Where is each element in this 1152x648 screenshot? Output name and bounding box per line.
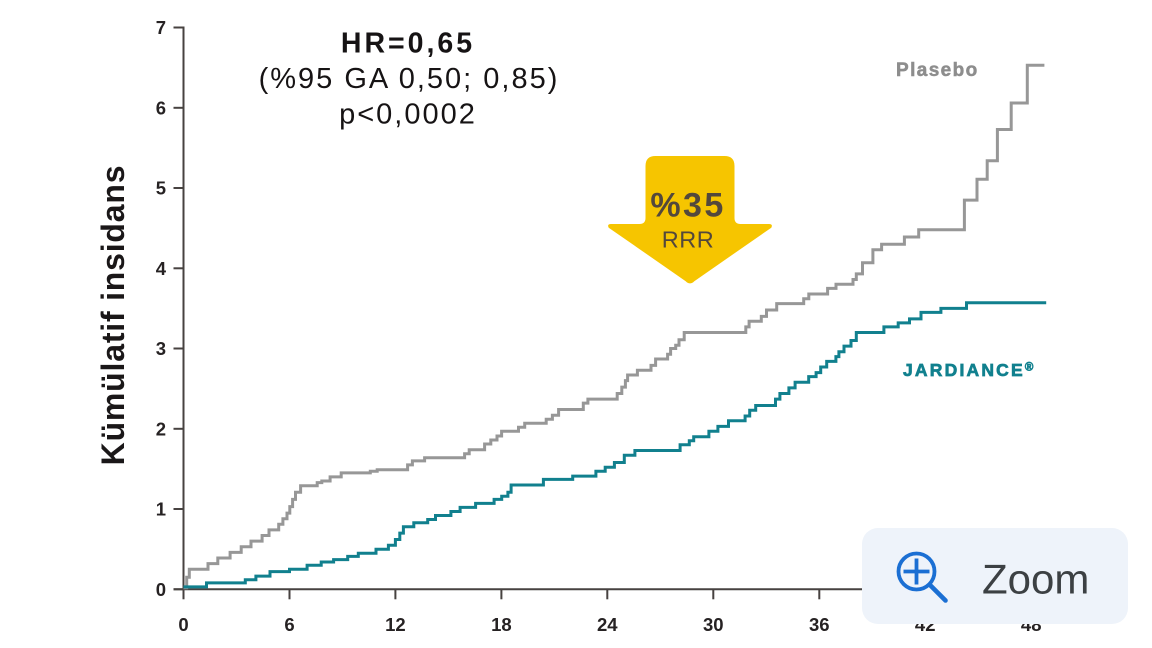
svg-text:18: 18 <box>491 614 512 635</box>
svg-text:0: 0 <box>178 614 188 635</box>
svg-text:HR=0,65: HR=0,65 <box>341 27 475 59</box>
svg-text:24: 24 <box>597 614 618 635</box>
svg-text:30: 30 <box>703 614 724 635</box>
svg-text:5: 5 <box>156 178 166 199</box>
svg-text:(%95 GA 0,50; 0,85): (%95 GA 0,50; 0,85) <box>259 63 560 95</box>
svg-text:%35: %35 <box>650 187 725 225</box>
svg-text:2: 2 <box>156 418 166 439</box>
svg-text:6: 6 <box>284 614 294 635</box>
svg-text:p<0,0002: p<0,0002 <box>339 99 477 131</box>
svg-text:3: 3 <box>156 338 166 359</box>
svg-text:Kümülatif insidans: Kümülatif insidans <box>95 165 131 466</box>
svg-text:4: 4 <box>156 258 167 279</box>
svg-text:JARDIANCE®: JARDIANCE® <box>903 360 1036 380</box>
svg-text:7: 7 <box>156 17 166 38</box>
svg-text:RRR: RRR <box>662 227 714 253</box>
svg-text:Zoom: Zoom <box>982 556 1089 603</box>
svg-text:Plasebo: Plasebo <box>896 60 979 81</box>
svg-text:0: 0 <box>156 579 166 600</box>
svg-text:12: 12 <box>385 614 406 635</box>
svg-text:1: 1 <box>156 499 166 520</box>
svg-text:6: 6 <box>156 97 166 118</box>
svg-text:36: 36 <box>809 614 830 635</box>
